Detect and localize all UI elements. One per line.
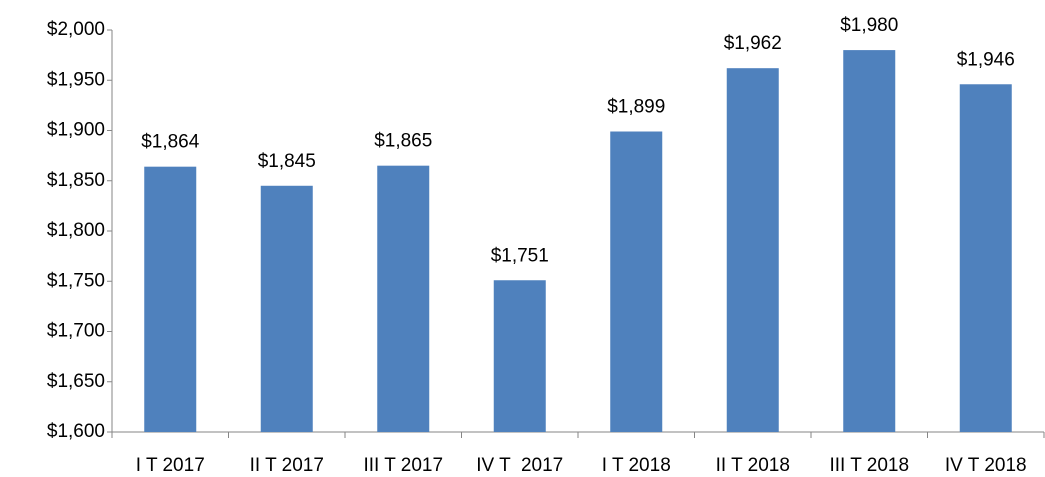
x-tick-label: III T 2017 <box>363 455 443 476</box>
data-label: $1,845 <box>258 151 316 172</box>
x-tick-label: IV T 2017 <box>476 455 563 476</box>
data-label: $1,864 <box>141 132 200 153</box>
y-tick-label: $1,800 <box>47 220 105 241</box>
data-label: $1,899 <box>607 97 665 118</box>
y-tick-label: $1,750 <box>47 270 105 291</box>
y-tick-label: $2,000 <box>47 19 105 40</box>
data-label: $1,962 <box>724 33 782 54</box>
y-tick-label: $1,650 <box>47 371 105 392</box>
x-tick-label: I T 2017 <box>136 455 205 476</box>
x-tick-label: I T 2018 <box>602 455 671 476</box>
y-tick-label: $1,700 <box>47 321 105 342</box>
x-tick-label: II T 2017 <box>250 455 324 476</box>
x-tick-label: II T 2018 <box>716 455 790 476</box>
bar <box>959 84 1012 433</box>
x-tick-label: IV T 2018 <box>945 455 1027 476</box>
data-label: $1,751 <box>491 245 549 266</box>
data-label: $1,865 <box>374 131 432 152</box>
bar <box>377 165 430 433</box>
bar <box>610 131 663 432</box>
y-tick-label: $1,900 <box>47 120 105 141</box>
bar <box>493 280 546 432</box>
x-tick-label: III T 2018 <box>829 455 909 476</box>
y-tick-label: $1,600 <box>47 421 105 442</box>
bar <box>144 166 197 432</box>
y-tick-label: $1,950 <box>47 69 105 90</box>
bar <box>260 185 313 432</box>
bar <box>843 50 896 432</box>
data-label: $1,946 <box>957 49 1015 70</box>
bar <box>726 68 779 432</box>
y-tick-label: $1,850 <box>47 170 105 191</box>
data-label: $1,980 <box>840 15 898 36</box>
